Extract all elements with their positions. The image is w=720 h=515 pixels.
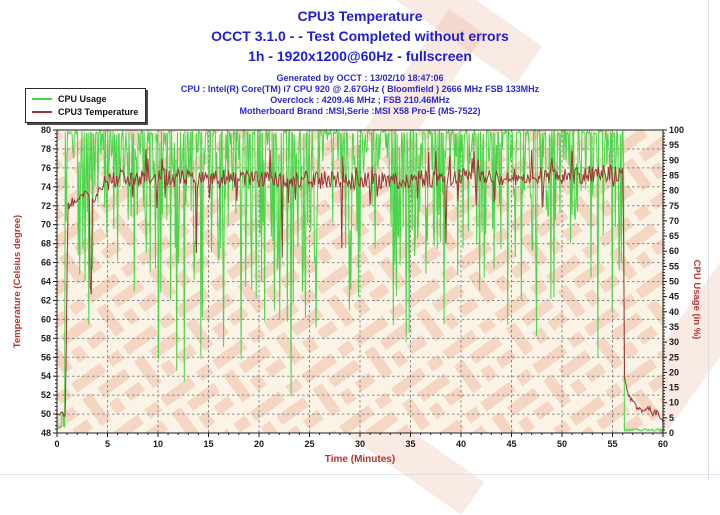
legend-label: CPU Usage [58, 93, 107, 104]
y-left-tick-label: 48 [41, 428, 51, 438]
page-title: CPU3 Temperature [297, 8, 423, 24]
info-generated-by: Generated by OCCT : 13/02/10 18:47:06 [276, 73, 444, 83]
y-left-tick-label: 52 [41, 390, 51, 400]
y-right-tick-label: 40 [669, 307, 679, 317]
y-right-tick-label: 95 [669, 140, 679, 150]
y-left-tick-label: 64 [41, 277, 51, 287]
y-left-axis-title: Temperature (Celsius degree) [12, 215, 23, 348]
y-right-tick-label: 60 [669, 246, 679, 256]
y-right-tick-label: 15 [669, 383, 679, 393]
y-right-tick-label: 70 [669, 216, 679, 226]
y-left-tick-label: 62 [41, 295, 51, 305]
x-tick-label: 0 [54, 439, 59, 449]
x-tick-label: 10 [153, 439, 163, 449]
y-right-tick-label: 10 [669, 398, 679, 408]
y-left-tick-label: 54 [41, 371, 51, 381]
temperature-usage-chart: 4850525456586062646668707274767880051015… [12, 125, 702, 465]
x-tick-label: 35 [405, 439, 415, 449]
page-edge-bottom [0, 474, 720, 475]
y-right-axis-title: CPU Usage (in %) [691, 260, 702, 340]
y-right-tick-label: 20 [669, 367, 679, 377]
y-right-tick-label: 55 [669, 261, 679, 271]
y-left-tick-label: 66 [41, 258, 51, 268]
info-cpu: CPU : Intel(R) Core(TM) i7 CPU 920 @ 2.6… [180, 84, 540, 94]
y-left-tick-label: 80 [41, 125, 51, 135]
x-tick-label: 30 [355, 439, 365, 449]
y-left-tick-label: 56 [41, 352, 51, 362]
system-info-block: Generated by OCCT : 13/02/10 18:47:06 CP… [0, 73, 720, 117]
temperature-line-swatch [32, 110, 52, 113]
page-edge-right [708, 0, 709, 480]
y-right-tick-label: 50 [669, 277, 679, 287]
x-tick-label: 40 [456, 439, 466, 449]
y-left-tick-label: 76 [41, 163, 51, 173]
x-tick-label: 50 [557, 439, 567, 449]
legend-label: CPU3 Temperature [58, 106, 139, 117]
y-left-tick-label: 50 [41, 409, 51, 419]
y-right-tick-label: 90 [669, 155, 679, 165]
y-right-tick-label: 100 [669, 125, 684, 135]
y-left-tick-label: 74 [41, 182, 51, 192]
x-tick-label: 15 [203, 439, 213, 449]
y-left-tick-label: 60 [41, 314, 51, 324]
legend-item-cpu3-temperature: CPU3 Temperature [32, 105, 138, 118]
x-tick-label: 55 [607, 439, 617, 449]
chart-header: CPU3 Temperature OCCT 3.1.0 - - Test Com… [0, 6, 720, 117]
y-right-tick-label: 85 [669, 170, 679, 180]
axis-ticks [53, 129, 667, 437]
y-left-tick-label: 72 [41, 201, 51, 211]
cpu-usage-line-swatch [32, 97, 52, 100]
x-tick-label: 20 [254, 439, 264, 449]
y-left-tick-label: 78 [41, 144, 51, 154]
y-left-tick-label: 70 [41, 220, 51, 230]
y-right-tick-label: 30 [669, 337, 679, 347]
x-tick-label: 5 [105, 439, 110, 449]
y-right-tick-label: 80 [669, 186, 679, 196]
x-tick-label: 25 [304, 439, 314, 449]
y-right-tick-label: 5 [669, 413, 674, 423]
legend-item-cpu-usage: CPU Usage [32, 92, 138, 105]
y-right-tick-label: 25 [669, 352, 679, 362]
temperature-series [56, 148, 664, 423]
y-left-tick-label: 68 [41, 239, 51, 249]
y-right-tick-label: 65 [669, 231, 679, 241]
x-tick-label: 45 [506, 439, 516, 449]
y-left-tick-label: 58 [41, 333, 51, 343]
y-right-tick-label: 75 [669, 201, 679, 211]
legend-box: CPU Usage CPU3 Temperature [25, 88, 147, 123]
info-motherboard: Motherboard Brand :MSI,Serie :MSI X58 Pr… [239, 106, 481, 116]
title-test-result: OCCT 3.1.0 - - Test Completed without er… [211, 28, 509, 44]
x-tick-label: 60 [658, 439, 668, 449]
x-axis-title: Time (Minutes) [325, 454, 395, 465]
cpu-usage-series [56, 128, 664, 433]
y-right-tick-label: 35 [669, 322, 679, 332]
y-right-tick-label: 0 [669, 428, 674, 438]
y-right-tick-label: 45 [669, 292, 679, 302]
info-overclock: Overclock : 4209.46 MHz ; FSB 210.46MHz [270, 95, 450, 105]
title-test-config: 1h - 1920x1200@60Hz - fullscreen [248, 48, 472, 64]
